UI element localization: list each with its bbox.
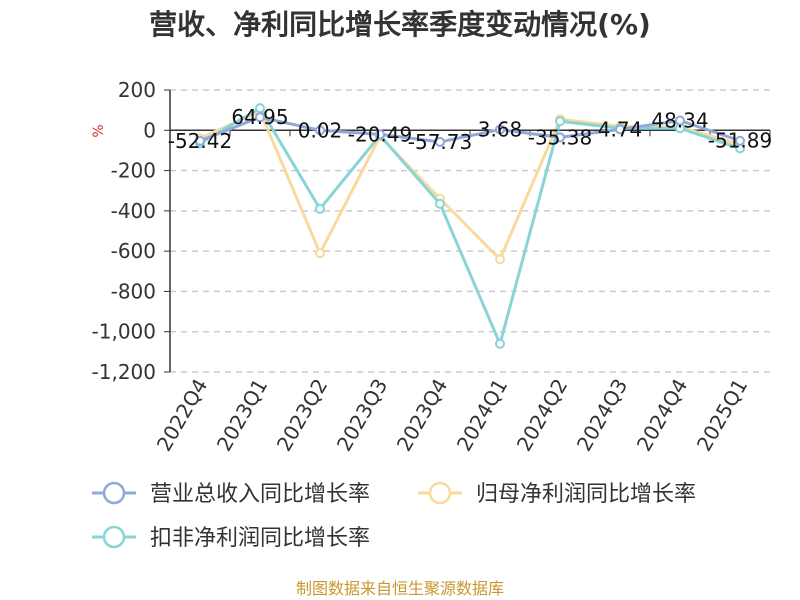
data-label: 48.34 <box>651 109 708 133</box>
data-point[interactable] <box>255 103 265 114</box>
x-tick-label: 2023Q4 <box>392 375 452 456</box>
data-point[interactable] <box>495 124 505 135</box>
legend-swatch-marker <box>102 525 126 549</box>
data-point[interactable] <box>315 248 325 259</box>
data-point[interactable] <box>615 124 625 135</box>
plot-area <box>195 103 745 349</box>
data-label: 64.95 <box>231 105 288 129</box>
y-axis-unit: % <box>91 124 107 137</box>
data-point[interactable] <box>675 115 685 126</box>
data-point[interactable] <box>375 129 385 140</box>
legend-label: 归母净利润同比增长率 <box>476 482 696 507</box>
data-point[interactable] <box>555 116 565 127</box>
x-tick-label: 2024Q2 <box>512 375 572 456</box>
data-point[interactable] <box>435 198 445 209</box>
data-point[interactable] <box>495 338 505 349</box>
data-label: -52.42 <box>168 129 232 153</box>
x-tick-label: 2022Q4 <box>152 375 212 456</box>
legend-item[interactable]: 归母净利润同比增长率 <box>418 481 696 507</box>
data-point[interactable] <box>435 136 445 147</box>
y-tick-label: -400 <box>111 199 156 223</box>
x-tick-label: 2024Q3 <box>572 375 632 456</box>
data-point[interactable] <box>495 254 505 265</box>
data-label: 3.68 <box>478 118 523 142</box>
y-tick-label: -1,000 <box>92 320 156 344</box>
data-label: -35.38 <box>528 125 592 149</box>
y-tick-label: 0 <box>143 118 156 142</box>
legend-swatch-marker <box>102 481 126 505</box>
legend-item[interactable]: 营业总收入同比增长率 <box>92 481 370 507</box>
legend-label: 营业总收入同比增长率 <box>150 482 370 507</box>
y-tick-label: -800 <box>111 279 156 303</box>
legend-label: 扣非净利润同比增长率 <box>150 526 370 551</box>
y-tick-label: -600 <box>111 239 156 263</box>
y-tick-label: 200 <box>118 78 156 102</box>
data-point[interactable] <box>255 112 265 123</box>
y-tick-label: -200 <box>111 159 156 183</box>
legend-item[interactable]: 扣非净利润同比增长率 <box>92 525 370 551</box>
data-label: -57.73 <box>408 130 472 154</box>
x-tick-label: 2024Q4 <box>632 375 692 456</box>
source-note: 制图数据来自恒生聚源数据库 <box>296 579 504 598</box>
x-tick-label: 2023Q3 <box>332 375 392 456</box>
data-point[interactable] <box>195 135 205 146</box>
y-tick-label: -1,200 <box>92 360 156 384</box>
data-label: 0.02 <box>298 118 343 142</box>
x-tick-label: 2025Q1 <box>692 375 752 456</box>
series-line <box>199 115 741 144</box>
data-point[interactable] <box>735 135 745 146</box>
grid-lines <box>170 89 770 373</box>
series-line <box>199 106 741 346</box>
chart-title: 营收、净利同比增长率季度变动情况(%) <box>149 8 651 41</box>
data-point[interactable] <box>315 203 325 214</box>
data-label: -20.49 <box>348 122 412 146</box>
series-line <box>199 109 741 261</box>
data-label: 4.74 <box>598 117 643 141</box>
data-point[interactable] <box>555 132 565 143</box>
x-tick-label: 2024Q1 <box>452 375 512 456</box>
x-tick-label: 2023Q1 <box>212 375 272 456</box>
legend-swatch-marker <box>428 481 452 505</box>
data-label: -51.89 <box>708 129 772 153</box>
data-point[interactable] <box>315 125 325 136</box>
x-tick-label: 2023Q2 <box>272 375 332 456</box>
